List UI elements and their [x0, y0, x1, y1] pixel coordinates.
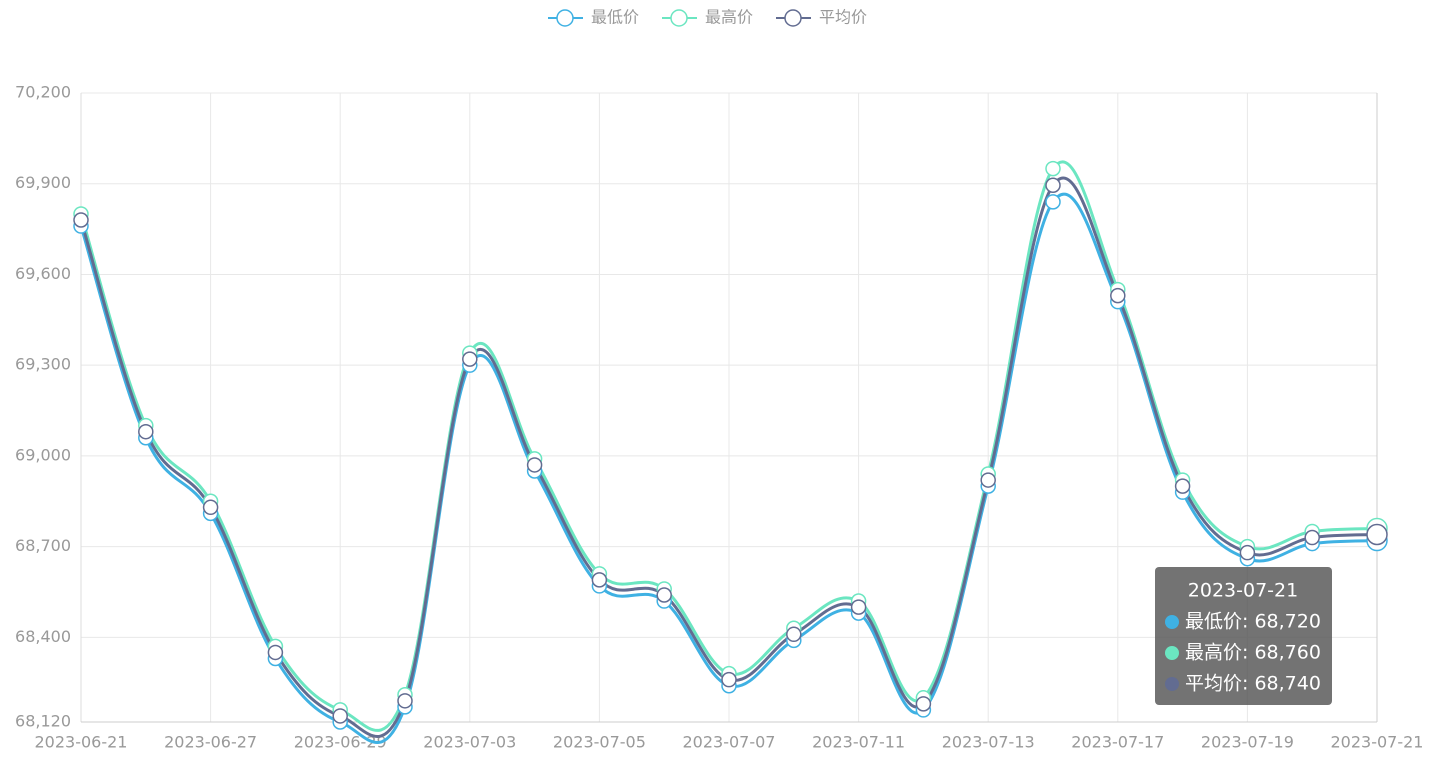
y-tick-label: 70,200: [15, 83, 71, 102]
data-point: [1304, 529, 1320, 546]
data-point: [267, 644, 284, 661]
data-point: [980, 472, 996, 488]
data-point: [526, 457, 543, 473]
series-line: [79, 176, 1378, 738]
data-point: [915, 696, 932, 712]
tooltip-title: 2023-07-21: [1188, 580, 1298, 602]
data-point: [202, 499, 219, 516]
x-tick-label: 2023-07-17: [1071, 733, 1164, 752]
data-point: [721, 671, 737, 688]
series-line: [79, 192, 1378, 745]
data-point: [591, 572, 608, 588]
legend-marker: [670, 9, 688, 27]
x-tick-label: 2023-07-19: [1201, 733, 1294, 752]
data-point: [1110, 287, 1126, 304]
tooltip-row: 平均价: 68,740: [1185, 673, 1321, 695]
data-point: [1366, 523, 1388, 546]
x-tick-label: 2023-06-21: [35, 733, 128, 752]
tooltip-row: 最高价: 68,760: [1185, 642, 1321, 664]
legend-label: 最高价: [705, 8, 753, 27]
data-point: [462, 351, 478, 367]
data-point: [1045, 160, 1061, 177]
data-point: [397, 693, 413, 709]
x-tick-label: 2023-07-11: [812, 733, 905, 752]
x-tick-label: 2023-07-21: [1331, 733, 1424, 752]
y-tick-label: 69,000: [15, 445, 71, 464]
tooltip-box: [1155, 567, 1332, 705]
data-point: [656, 587, 672, 603]
data-point: [138, 423, 154, 440]
tooltip-row: 最低价: 68,720: [1185, 611, 1321, 633]
y-tick-label: 69,600: [15, 264, 71, 283]
y-tick-label: 69,300: [15, 355, 71, 374]
legend-label: 平均价: [819, 8, 867, 27]
x-tick-label: 2023-07-05: [553, 733, 646, 752]
legend-marker: [784, 9, 802, 27]
data-point: [332, 708, 348, 724]
data-point: [1174, 478, 1191, 494]
tooltip-dot: [1165, 615, 1179, 629]
data-point: [850, 599, 867, 615]
x-tick-label: 2023-07-03: [423, 733, 516, 752]
x-tick-label: 2023-07-13: [942, 733, 1035, 752]
legend-label: 最低价: [591, 8, 639, 27]
data-point: [1239, 544, 1256, 561]
tooltip-dot: [1165, 677, 1179, 691]
legend-marker: [556, 9, 574, 27]
x-tick-label: 2023-06-27: [164, 733, 257, 752]
y-tick-label: 68,400: [15, 627, 71, 646]
y-tick-label: 68,700: [15, 536, 71, 555]
y-tick-label: 69,900: [15, 173, 71, 192]
data-point: [1045, 177, 1061, 193]
y-tick-label: 68,120: [15, 712, 71, 731]
data-point: [73, 212, 89, 228]
data-point: [1045, 194, 1061, 210]
data-point: [786, 626, 802, 643]
x-tick-label: 2023-07-07: [683, 733, 776, 752]
tooltip-dot: [1165, 646, 1179, 660]
